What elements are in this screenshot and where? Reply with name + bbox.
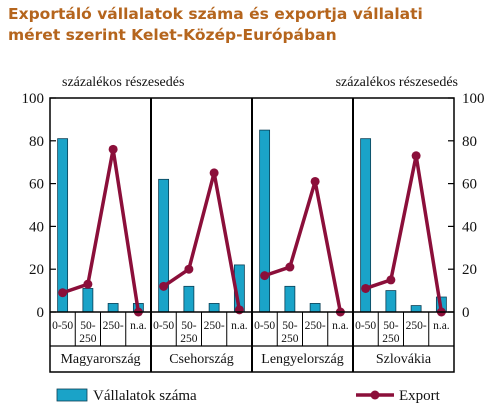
size-tick-label: 250 — [180, 333, 198, 345]
export-point — [285, 262, 295, 272]
legend-bar-swatch — [56, 388, 88, 402]
size-tick-label: n.a. — [130, 320, 147, 332]
legend-bar-label: Vállalatok száma — [93, 388, 197, 404]
country-label: Magyarország — [60, 352, 140, 367]
size-tick-label: 50- — [80, 320, 96, 332]
bar — [410, 305, 422, 313]
bar — [158, 178, 170, 313]
size-tick-label: 250 — [382, 333, 400, 345]
legend-line-label: Export — [399, 388, 441, 404]
size-tick-label: 0-50 — [52, 320, 73, 332]
legend: Vállalatok száma Export — [56, 388, 441, 404]
export-point — [58, 288, 68, 298]
size-tick-label: 0-50 — [254, 320, 275, 332]
left-tick-label: 80 — [29, 134, 44, 150]
right-axis-label: százalékos részesedés — [336, 75, 458, 90]
export-point — [108, 144, 118, 154]
export-line — [264, 179, 343, 313]
right-tick-label: 80 — [462, 134, 477, 150]
bar — [385, 290, 397, 313]
chart-labels: százalékos részesedés százalékos részesed… — [22, 75, 485, 367]
size-tick-label: n.a. — [332, 320, 349, 332]
export-line — [62, 147, 141, 313]
right-tick-label: 40 — [462, 219, 477, 235]
export-point — [310, 176, 320, 186]
size-tick-label: 250- — [406, 320, 427, 332]
export-point — [209, 168, 219, 178]
bar — [208, 303, 220, 313]
bar — [309, 303, 321, 313]
left-tick-label: 40 — [29, 219, 44, 235]
left-axis-label: százalékos részesedés — [62, 75, 184, 90]
right-tick-label: 0 — [462, 305, 470, 321]
size-tick-label: 250 — [79, 333, 97, 345]
left-tick-label: 20 — [29, 262, 44, 278]
size-tick-label: 0-50 — [153, 320, 174, 332]
export-point — [411, 151, 421, 161]
left-tick-label: 0 — [37, 305, 45, 321]
left-tick-label: 100 — [22, 91, 45, 107]
chart-title-line-1: Exportáló vállalatok száma és exportja v… — [8, 5, 423, 23]
bar-series — [57, 129, 447, 313]
country-label: Szlovákia — [376, 352, 432, 367]
axes — [49, 97, 455, 373]
size-tick-label: 50- — [181, 320, 197, 332]
size-tick-label: 250- — [305, 320, 326, 332]
bar — [284, 285, 296, 313]
right-tick-label: 20 — [462, 262, 477, 278]
export-point — [159, 281, 169, 291]
country-label: Lengyelország — [261, 352, 343, 367]
export-point — [361, 283, 371, 293]
export-point — [260, 271, 270, 281]
left-tick-label: 60 — [29, 177, 44, 193]
size-tick-label: n.a. — [231, 320, 248, 332]
export-line — [365, 154, 444, 313]
size-tick-label: n.a. — [433, 320, 450, 332]
size-tick-label: 50- — [282, 320, 298, 332]
bar — [57, 138, 69, 313]
chart-title: Exportáló vállalatok száma és exportja v… — [8, 4, 498, 46]
bar — [82, 288, 94, 313]
size-tick-label: 50- — [383, 320, 399, 332]
bar — [183, 285, 195, 313]
size-tick-label: 250- — [103, 320, 124, 332]
right-tick-label: 100 — [462, 91, 485, 107]
country-label: Csehország — [169, 352, 234, 367]
bar — [107, 303, 119, 313]
size-tick-label: 250- — [204, 320, 225, 332]
export-point — [386, 275, 396, 285]
bar — [259, 129, 271, 313]
line-series — [58, 144, 446, 317]
legend-line-marker — [370, 390, 380, 400]
export-point — [83, 279, 93, 289]
export-point — [234, 305, 244, 315]
export-line — [162, 171, 242, 311]
chart-title-line-2: méret szerint Kelet-Közép-Európában — [8, 26, 337, 44]
export-point — [184, 264, 194, 274]
right-tick-label: 60 — [462, 177, 477, 193]
size-tick-label: 250 — [281, 333, 299, 345]
size-tick-label: 0-50 — [355, 320, 376, 332]
